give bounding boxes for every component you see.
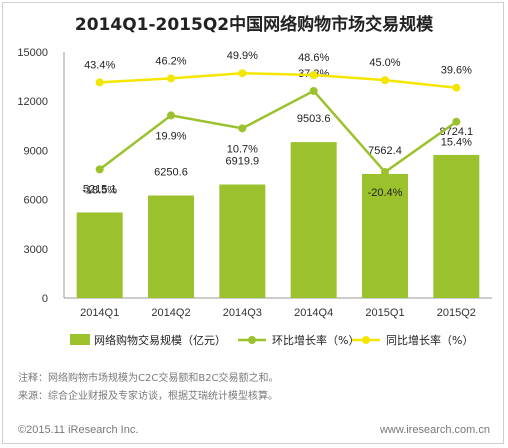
mom-point bbox=[167, 111, 175, 120]
bar bbox=[433, 154, 480, 298]
y-tick-label: 12000 bbox=[17, 96, 48, 108]
bar bbox=[362, 173, 408, 298]
x-tick-label: 2015Q1 bbox=[365, 307, 404, 319]
mom-value-label: 15.4% bbox=[441, 137, 472, 149]
y-tick-label: 15000 bbox=[17, 47, 48, 59]
bar bbox=[76, 212, 123, 298]
bar-value-label: 6250.6 bbox=[154, 166, 188, 178]
yoy-value-label: 49.9% bbox=[227, 50, 258, 62]
bar-value-label: 9503.6 bbox=[297, 113, 331, 125]
yoy-growth-series: 43.4% 46.2% 49.9% 48.6% 45.0% 39.6% bbox=[84, 50, 472, 92]
mom-value-label: -20.4% bbox=[368, 187, 403, 199]
chart-title: 2014Q1-2015Q2中国网络购物市场交易规模 bbox=[74, 15, 434, 35]
y-tick-label: 9000 bbox=[24, 145, 48, 157]
legend-yoy-marker bbox=[362, 336, 370, 344]
legend: 网络购物交易规模（亿元） 环比增长率（%） 同比增长率（%） bbox=[70, 333, 473, 347]
x-tick-label: 2015Q2 bbox=[437, 307, 476, 319]
mom-point bbox=[95, 165, 104, 174]
x-tick-label: 2014Q4 bbox=[294, 307, 333, 319]
legend-bar-swatch bbox=[70, 334, 90, 345]
y-tick-label: 3000 bbox=[24, 244, 48, 256]
legend-mom-label: 环比增长率（%） bbox=[272, 333, 359, 347]
x-tick-label: 2014Q1 bbox=[80, 307, 119, 319]
website-text: www.iresearch.com.cn bbox=[379, 424, 490, 436]
legend-bar-label: 网络购物交易规模（亿元） bbox=[94, 333, 226, 347]
mom-line-path bbox=[98, 89, 458, 174]
yoy-point bbox=[167, 74, 175, 83]
mom-point bbox=[238, 124, 247, 133]
mom-value-label: 10.7% bbox=[227, 143, 258, 155]
bar-value-label: 6919.9 bbox=[226, 156, 260, 168]
yoy-value-label: 45.0% bbox=[369, 57, 400, 69]
mom-value-label: 19.9% bbox=[155, 130, 186, 142]
yoy-point bbox=[309, 71, 318, 80]
yoy-point bbox=[381, 76, 389, 85]
legend-mom-marker bbox=[248, 336, 256, 344]
yoy-point bbox=[452, 83, 461, 92]
yoy-value-label: 48.6% bbox=[298, 52, 329, 64]
y-tick-label: 6000 bbox=[24, 195, 48, 207]
mom-growth-series: -18.5%19.9%10.7%37.3%-20.4%15.4% bbox=[82, 68, 472, 199]
yoy-value-label: 46.2% bbox=[155, 55, 186, 67]
legend-yoy-label: 同比增长率（%） bbox=[386, 333, 473, 347]
bar-value-label: 5215.1 bbox=[83, 183, 117, 195]
yoy-value-label: 39.6% bbox=[441, 65, 472, 77]
x-tick-label: 2014Q2 bbox=[151, 307, 190, 319]
x-axis: 2014Q1 2014Q2 2014Q3 2014Q4 2015Q1 2015Q2 bbox=[64, 297, 492, 319]
note-text: 注释：网络购物市场规模为C2C交易额和B2C交易额之和。 bbox=[18, 373, 279, 384]
bar bbox=[290, 142, 337, 298]
bar bbox=[219, 184, 266, 298]
bar bbox=[148, 195, 194, 298]
mom-value-label: -18.5% bbox=[82, 184, 117, 196]
yoy-value-label: 43.4% bbox=[84, 59, 115, 71]
mom-point bbox=[452, 117, 461, 126]
bar-value-label: 7562.4 bbox=[368, 145, 402, 157]
x-tick-label: 2014Q3 bbox=[223, 307, 262, 319]
mom-point bbox=[381, 168, 389, 177]
copyright-text: ©2015.11 iResearch Inc. bbox=[18, 424, 139, 436]
y-axis: 0 3000 6000 9000 12000 15000 bbox=[17, 47, 65, 305]
notes: 注释：网络购物市场规模为C2C交易额和B2C交易额之和。 来源：综合企业财报及专… bbox=[18, 370, 498, 406]
yoy-point bbox=[238, 69, 247, 78]
source-text: 来源：综合企业财报及专家访谈，根据艾瑞统计模型核算。 bbox=[18, 391, 278, 402]
yoy-point bbox=[95, 78, 104, 87]
yoy-line-path bbox=[99, 71, 457, 89]
y-tick-label: 0 bbox=[42, 293, 48, 305]
mom-point bbox=[309, 86, 318, 95]
